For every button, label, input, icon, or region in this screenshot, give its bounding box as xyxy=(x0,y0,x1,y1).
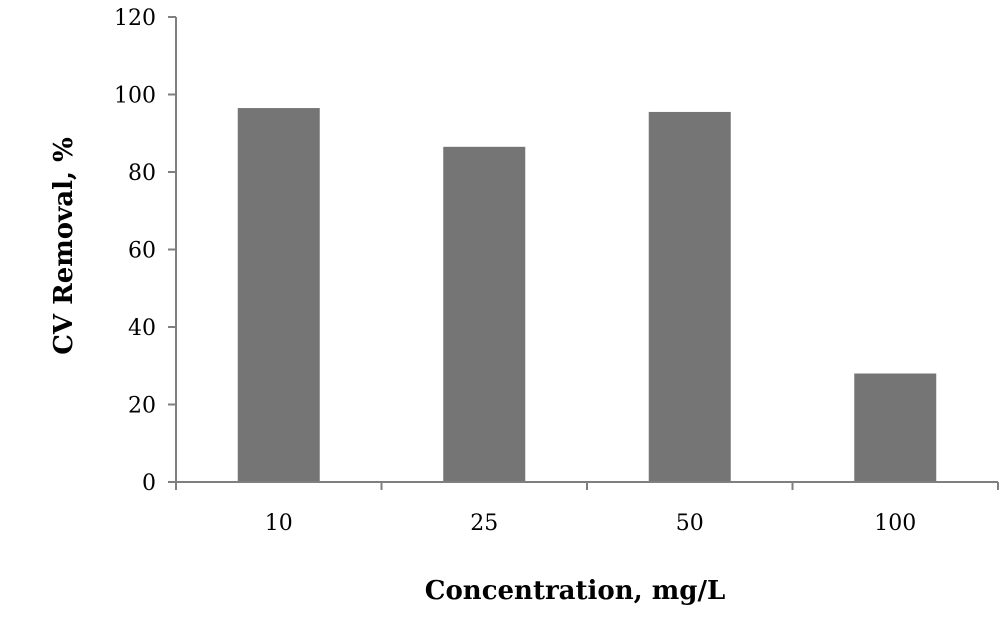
y-ticks-group: 0 20 40 60 80 100 120 xyxy=(114,6,176,496)
bar-10 xyxy=(237,108,320,482)
y-axis-title: CV Removal, % xyxy=(49,137,79,355)
y-tick-label: 80 xyxy=(128,161,156,186)
bars-group xyxy=(237,108,937,482)
x-tick-label: 25 xyxy=(470,511,498,536)
y-tick-label: 40 xyxy=(128,316,156,341)
x-axis-title: Concentration, mg/L xyxy=(425,576,725,606)
x-tick-label: 100 xyxy=(874,511,916,536)
x-ticks-group: 10 25 50 100 xyxy=(175,482,999,536)
x-tick-label: 50 xyxy=(676,511,704,536)
bar-50 xyxy=(648,111,731,482)
y-tick-label: 120 xyxy=(114,6,156,31)
y-tick-label: 100 xyxy=(114,84,156,109)
bar-25 xyxy=(443,146,526,482)
x-tick-label: 10 xyxy=(265,511,293,536)
bar-100 xyxy=(854,373,937,482)
y-tick-label: 20 xyxy=(128,394,156,419)
y-tick-label: 0 xyxy=(142,471,156,496)
y-tick-label: 60 xyxy=(128,239,156,264)
